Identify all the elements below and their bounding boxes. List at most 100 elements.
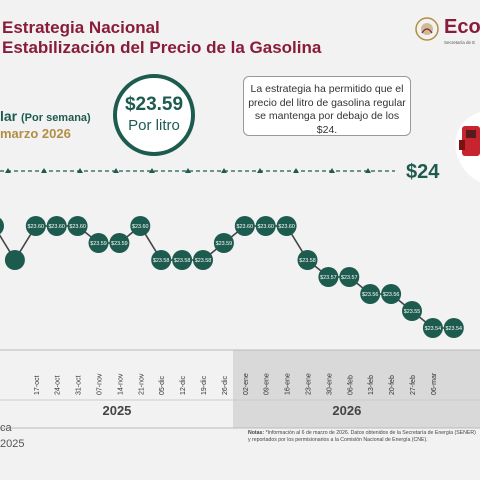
x-tick-label: 27-feb — [410, 375, 417, 395]
price-badge: $23.59 Por litro — [113, 74, 195, 156]
series-label: lar (Por semana) — [0, 108, 91, 124]
seal-icon — [415, 17, 439, 41]
data-point: $23.55 — [402, 301, 422, 321]
data-point-marker — [213, 233, 234, 253]
data-point-label: $23.60 — [257, 224, 274, 230]
data-point: $23.54 — [443, 318, 464, 338]
x-tick-label: 13-feb — [368, 375, 375, 395]
data-point-marker — [109, 233, 130, 253]
data-point-marker — [67, 216, 88, 236]
data-point-marker — [4, 250, 25, 270]
year-2026-band — [233, 350, 480, 428]
data-point — [0, 218, 4, 234]
data-point-label: $23.58 — [174, 258, 191, 264]
data-point-label: $23.59 — [216, 241, 233, 247]
x-tick-label: 23-ene — [306, 373, 313, 395]
notes-label: Notas: — [248, 430, 265, 436]
data-point-marker — [193, 250, 213, 270]
x-tick-label: 17-oct — [34, 375, 41, 395]
data-point-marker — [0, 218, 4, 234]
data-point-label: $23.56 — [362, 292, 379, 298]
x-tick-label: 09-ene — [264, 373, 271, 395]
reference-marker — [221, 168, 227, 173]
reference-marker — [293, 168, 299, 173]
reference-marker — [185, 168, 191, 173]
data-point-marker — [130, 216, 151, 236]
data-point-marker — [443, 318, 464, 338]
data-point-marker — [381, 284, 402, 304]
data-point: $23.59 — [213, 233, 234, 253]
title-line-1: Estrategia Nacional — [2, 18, 160, 37]
page-title: Estrategia Nacional Estabilización del P… — [2, 18, 321, 58]
data-point-label: $23.58 — [299, 258, 316, 264]
x-tick-label: 06-feb — [347, 375, 354, 395]
logo-subtitle: Secretaría de E — [444, 40, 476, 45]
reference-marker — [77, 168, 83, 173]
data-point-marker — [422, 318, 443, 338]
data-point-label: $23.60 — [278, 224, 295, 230]
x-tick-label: 14-nov — [117, 373, 124, 395]
data-point-label: $23.56 — [383, 292, 400, 298]
data-point: $23.56 — [360, 284, 381, 304]
x-tick-label: 16-ene — [285, 373, 292, 395]
date-label: marzo 2026 — [0, 126, 71, 141]
data-point-label: $23.59 — [111, 241, 128, 247]
data-point-label: $23.58 — [195, 258, 212, 264]
reference-marker — [5, 168, 11, 173]
x-tick-label: 02-ene — [243, 373, 250, 395]
data-point-marker — [339, 267, 360, 287]
data-point-marker — [297, 250, 318, 270]
data-point: $23.56 — [381, 284, 402, 304]
reference-marker — [329, 168, 335, 173]
reference-label: $24 — [406, 161, 440, 183]
data-point-label: $23.60 — [132, 224, 149, 230]
x-tick-label: 06-mar — [431, 372, 438, 395]
data-point-label: $23.58 — [153, 258, 170, 264]
data-point: $23.60 — [67, 216, 88, 236]
data-point: $23.57 — [339, 267, 360, 287]
data-point: $23.60 — [25, 216, 46, 236]
reference-marker — [365, 168, 371, 173]
x-tick-label: 31-oct — [76, 375, 83, 395]
data-point-marker — [234, 216, 255, 236]
data-point: $23.58 — [151, 250, 172, 270]
footer-left: ca 2025 — [0, 420, 24, 452]
data-point: $23.60 — [234, 216, 255, 236]
data-point: $23.59 — [88, 233, 109, 253]
reference-marker — [41, 168, 47, 173]
data-point-marker — [318, 267, 339, 287]
x-tick-label: 30-ene — [326, 373, 333, 395]
data-point-marker — [46, 216, 67, 236]
data-point: $23.58 — [172, 250, 193, 270]
title-line-2: Estabilización del Precio de la Gasolina — [2, 38, 322, 57]
data-point-label: $23.60 — [69, 224, 86, 230]
data-point-label: $23.60 — [28, 224, 45, 230]
reference-marker — [149, 168, 155, 173]
reference-marker — [113, 168, 119, 173]
data-point: $23.60 — [276, 216, 297, 236]
data-point-marker — [151, 250, 172, 270]
data-point-label: $23.60 — [237, 224, 254, 230]
data-point: $23.58 — [193, 250, 213, 270]
data-point: $23.54 — [422, 318, 443, 338]
x-tick-label: 21-nov — [138, 373, 145, 395]
x-tick-label: 07-nov — [97, 373, 104, 395]
x-tick-label: 05-dic — [159, 375, 166, 395]
data-point: $23.60 — [130, 216, 151, 236]
callout-text: La estrategia ha permitido que el precio… — [248, 83, 406, 136]
notes-text: *Información al 6 de marzo de 2026. Dato… — [248, 430, 476, 443]
data-point: $23.60 — [255, 216, 276, 236]
x-tick-label: 24-oct — [55, 375, 62, 395]
data-point: $23.58 — [297, 250, 318, 270]
logo-brand: Eco — [444, 16, 480, 38]
footer-line-2: 2025 — [0, 438, 25, 450]
data-point-label: $23.59 — [90, 241, 107, 247]
gas-pump-decoration-icon — [455, 112, 480, 182]
data-point-marker — [360, 284, 381, 304]
callout-box: La estrategia ha permitido que el precio… — [243, 76, 411, 136]
data-point-label: $23.57 — [341, 275, 358, 281]
x-tick-label: 26-dic — [222, 375, 229, 395]
data-point-label: $23.55 — [404, 309, 421, 315]
data-point-marker — [276, 216, 297, 236]
